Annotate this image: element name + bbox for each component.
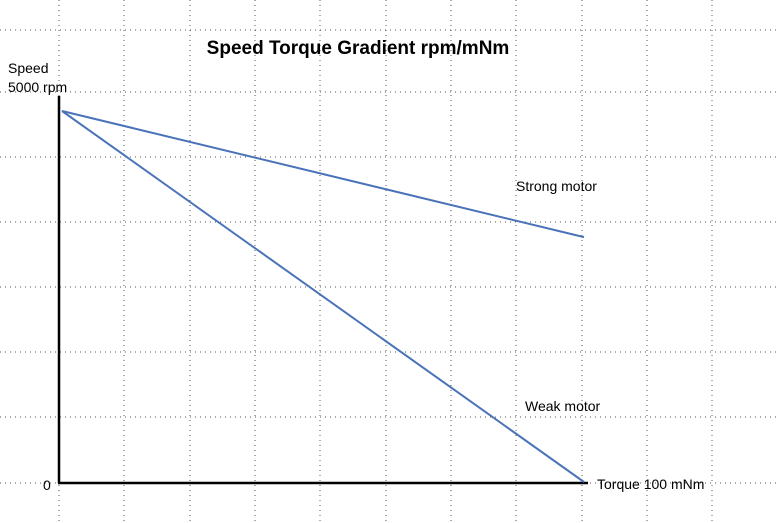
chart-title: Speed Torque Gradient rpm/mNm xyxy=(206,38,510,59)
series-layer xyxy=(61,110,585,483)
y-axis-label: Speed 5000 rpm xyxy=(8,59,67,97)
series-line-weak-motor xyxy=(61,110,585,483)
series-label-weak-motor: Weak motor xyxy=(525,398,601,414)
y-axis-label-line1: Speed xyxy=(8,60,49,76)
series-label-strong-motor: Strong motor xyxy=(516,178,597,194)
axes xyxy=(57,96,588,485)
series-line-strong-motor xyxy=(61,110,585,239)
x-axis-label: Torque 100 mNm xyxy=(597,476,705,492)
y-tick-zero-label: 0 xyxy=(43,477,51,493)
y-axis-label-line2: 5000 rpm xyxy=(8,79,68,95)
